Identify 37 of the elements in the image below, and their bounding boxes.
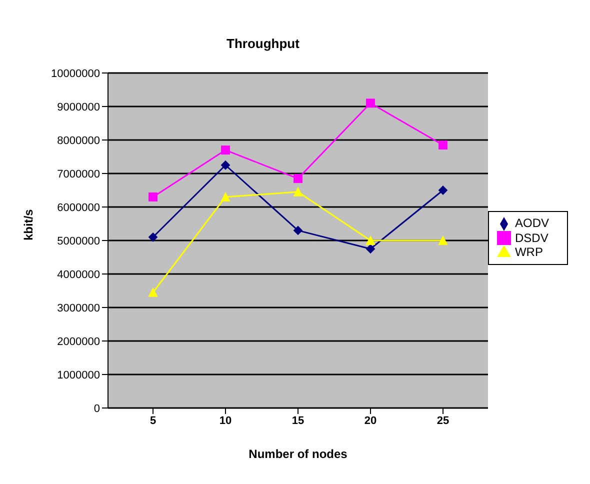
- y-tick-label: 9000000: [57, 101, 100, 114]
- point: [366, 244, 375, 254]
- x-tick-label: 10: [219, 414, 232, 427]
- y-tick-label: 2000000: [57, 336, 100, 348]
- y-tick-label: 8000000: [57, 134, 100, 147]
- point: [220, 146, 230, 155]
- point: [438, 140, 448, 150]
- legend-label: AODV: [514, 216, 549, 230]
- point: [366, 236, 375, 245]
- point: [438, 236, 448, 245]
- legend-label: WRP: [514, 245, 543, 260]
- x-tick-label: 5: [150, 414, 156, 427]
- y-tick-label: 6000000: [57, 202, 100, 214]
- x-tick-label: 15: [292, 414, 304, 427]
- point: [438, 186, 448, 195]
- x-tick-label: 25: [436, 414, 450, 427]
- y-tick-label: 1000000: [57, 369, 100, 382]
- point: [293, 187, 302, 196]
- point: [220, 192, 230, 202]
- legend-label: DSDV: [514, 230, 548, 245]
- point: [220, 160, 230, 170]
- y-tick-label: 7000000: [57, 168, 100, 180]
- y-tick-label: 10000000: [51, 68, 100, 80]
- x-axis-title: Number of nodes: [248, 447, 348, 461]
- point: [293, 226, 302, 235]
- point: [148, 192, 158, 202]
- point: [148, 288, 158, 297]
- x-tick-label: 20: [364, 414, 377, 427]
- y-tick-label: 4000000: [57, 268, 100, 281]
- y-tick-label: 3000000: [57, 302, 100, 314]
- y-tick-label: 0: [94, 402, 100, 415]
- point: [366, 98, 375, 108]
- chart-title: Throughput: [226, 36, 300, 51]
- point: [148, 232, 158, 242]
- y-tick-label: 5000000: [57, 235, 100, 248]
- point: [293, 174, 302, 184]
- y-axis-title: kbit/s: [21, 208, 36, 240]
